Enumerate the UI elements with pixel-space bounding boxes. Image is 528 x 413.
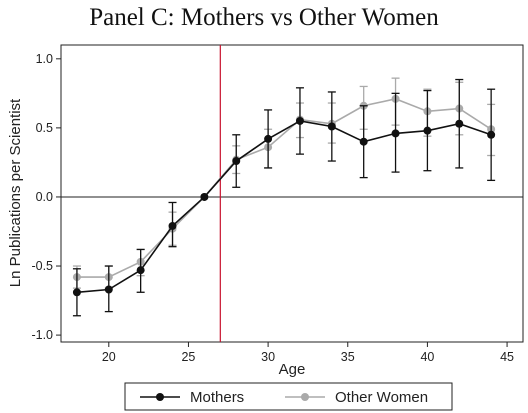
series-line bbox=[76, 98, 492, 278]
legend-label: Mothers bbox=[190, 389, 244, 406]
series-layer bbox=[72, 77, 496, 317]
y-tick-label: -1.0 bbox=[31, 328, 53, 342]
legend-dot-marker bbox=[156, 393, 164, 401]
plot-area bbox=[60, 44, 524, 343]
y-tick-label: 0.5 bbox=[36, 121, 53, 135]
x-tick-label: 45 bbox=[500, 350, 514, 364]
legend-item-other-women: Other Women bbox=[285, 389, 428, 406]
y-tick-label: 0.0 bbox=[36, 190, 53, 204]
data-point bbox=[264, 134, 273, 143]
data-point bbox=[168, 221, 177, 230]
y-tick-label: 1.0 bbox=[36, 52, 53, 66]
data-point bbox=[359, 137, 368, 146]
axes: 20 25 30 35 40 45 -1.0 -0.5 0.0 0.5 1.0 bbox=[31, 52, 514, 364]
data-point bbox=[200, 192, 209, 201]
chart-title: Panel C: Mothers vs Other Women bbox=[89, 4, 439, 31]
x-tick-label: 25 bbox=[181, 350, 195, 364]
y-tick-label: -0.5 bbox=[31, 259, 53, 273]
data-point bbox=[104, 285, 113, 294]
series-mothers bbox=[72, 78, 496, 317]
legend-item-mothers: Mothers bbox=[140, 389, 244, 406]
legend-label: Other Women bbox=[335, 389, 428, 406]
legend: Mothers Other Women bbox=[124, 382, 453, 411]
data-point bbox=[327, 122, 336, 131]
reference-lines bbox=[61, 45, 523, 342]
x-tick-label: 30 bbox=[261, 350, 275, 364]
legend-dot-marker bbox=[301, 393, 309, 401]
data-point bbox=[391, 129, 400, 138]
data-point bbox=[455, 119, 464, 128]
data-point bbox=[487, 130, 496, 139]
data-point bbox=[423, 126, 432, 135]
y-axis-label: Ln Publications per Scientist bbox=[7, 98, 24, 287]
data-point bbox=[232, 157, 241, 166]
data-point bbox=[295, 116, 304, 125]
x-tick-label: 20 bbox=[102, 350, 116, 364]
data-point bbox=[72, 288, 81, 297]
data-point bbox=[136, 266, 145, 275]
x-tick-label: 40 bbox=[420, 350, 434, 364]
x-axis-label: Age bbox=[279, 361, 306, 378]
series-line bbox=[76, 120, 492, 294]
x-tick-label: 35 bbox=[341, 350, 355, 364]
